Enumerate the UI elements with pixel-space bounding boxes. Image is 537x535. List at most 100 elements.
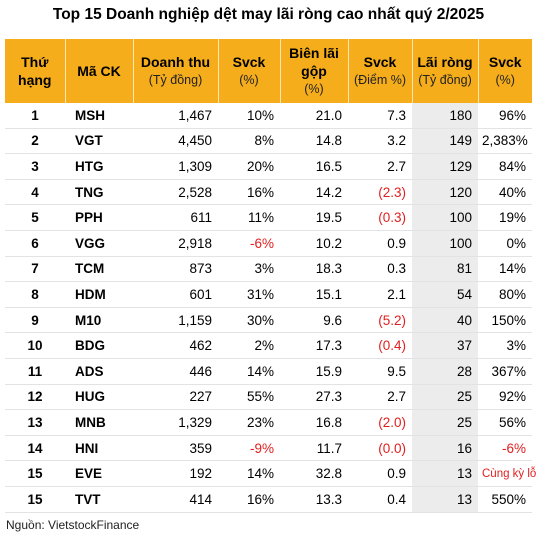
cell-rank: 10: [5, 332, 65, 359]
cell-margin-yoy: (0.3): [348, 204, 412, 231]
header-ticker: Mã CK: [65, 39, 134, 103]
cell-gross-margin: 16.5: [280, 153, 348, 180]
header-margin-yoy: Svck (Điểm %): [348, 39, 413, 103]
cell-profit-yoy: 3%: [478, 332, 532, 359]
cell-margin-yoy: (5.2): [348, 307, 412, 334]
cell-revenue-yoy: 30%: [218, 307, 280, 334]
cell-ticker: HUG: [65, 384, 133, 411]
cell-revenue: 4,450: [133, 128, 218, 155]
table-header-row: Thứ hạng Mã CK Doanh thu (Tỷ đồng) Svck (%)…: [5, 39, 532, 103]
cell-net-profit: 180: [412, 103, 478, 129]
cell-revenue: 359: [133, 435, 218, 462]
cell-net-profit: 28: [412, 358, 478, 385]
cell-ticker: VGT: [65, 128, 133, 155]
header-profit-yoy: Svck (%): [478, 39, 532, 103]
cell-profit-yoy: 14%: [478, 256, 532, 283]
cell-net-profit: 16: [412, 435, 478, 462]
table-row: 3 HTG 1,309 20% 16.5 2.7 129 84%: [5, 153, 532, 180]
cell-margin-yoy: 7.3: [348, 103, 412, 129]
cell-gross-margin: 10.2: [280, 230, 348, 257]
cell-profit-yoy: 92%: [478, 384, 532, 411]
cell-revenue: 2,918: [133, 230, 218, 257]
cell-revenue-yoy: 8%: [218, 128, 280, 155]
cell-rank: 3: [5, 153, 65, 180]
cell-revenue: 2,528: [133, 179, 218, 206]
cell-net-profit: 25: [412, 384, 478, 411]
cell-revenue-yoy: 31%: [218, 281, 280, 308]
cell-rank: 11: [5, 358, 65, 385]
cell-revenue: 1,159: [133, 307, 218, 334]
cell-ticker: TCM: [65, 256, 133, 283]
cell-ticker: TVT: [65, 486, 133, 513]
cell-revenue-yoy: 16%: [218, 179, 280, 206]
cell-rank: 8: [5, 281, 65, 308]
cell-margin-yoy: 0.9: [348, 460, 412, 487]
cell-rank: 4: [5, 179, 65, 206]
cell-revenue: 611: [133, 204, 218, 231]
cell-margin-yoy: 3.2: [348, 128, 412, 155]
cell-gross-margin: 27.3: [280, 384, 348, 411]
cell-rank: 7: [5, 256, 65, 283]
cell-rank: 13: [5, 409, 65, 436]
cell-revenue-yoy: 14%: [218, 460, 280, 487]
cell-revenue: 227: [133, 384, 218, 411]
cell-margin-yoy: (0.4): [348, 332, 412, 359]
cell-ticker: PPH: [65, 204, 133, 231]
header-gross-margin: Biên lãi gộp (%): [280, 39, 349, 103]
cell-revenue: 446: [133, 358, 218, 385]
cell-profit-yoy: 80%: [478, 281, 532, 308]
cell-gross-margin: 19.5: [280, 204, 348, 231]
table-row: 9 M10 1,159 30% 9.6 (5.2) 40 150%: [5, 307, 532, 334]
cell-rank: 2: [5, 128, 65, 155]
cell-profit-yoy: 40%: [478, 179, 532, 206]
cell-margin-yoy: 0.3: [348, 256, 412, 283]
cell-revenue: 192: [133, 460, 218, 487]
cell-profit-yoy: -6%: [478, 435, 532, 462]
cell-revenue-yoy: 3%: [218, 256, 280, 283]
cell-margin-yoy: (2.0): [348, 409, 412, 436]
cell-revenue-yoy: 2%: [218, 332, 280, 359]
header-revenue: Doanh thu (Tỷ đồng): [133, 39, 219, 103]
cell-margin-yoy: (0.0): [348, 435, 412, 462]
table-body: 1 MSH 1,467 10% 21.0 7.3 180 96% 2 VGT 4,450 8% 14.8…: [5, 103, 536, 513]
table-row: 5 PPH 611 11% 19.5 (0.3) 100 19%: [5, 204, 532, 231]
header-net-profit: Lãi ròng (Tỷ đồng): [412, 39, 479, 103]
source-note: Nguồn: VietstockFinance: [6, 518, 140, 532]
cell-revenue-yoy: -9%: [218, 435, 280, 462]
cell-revenue-yoy: 14%: [218, 358, 280, 385]
cell-profit-yoy: 84%: [478, 153, 532, 180]
cell-profit-yoy: 367%: [478, 358, 532, 385]
cell-ticker: HNI: [65, 435, 133, 462]
cell-rank: 12: [5, 384, 65, 411]
cell-margin-yoy: (2.3): [348, 179, 412, 206]
table-row: 8 HDM 601 31% 15.1 2.1 54 80%: [5, 281, 532, 308]
cell-net-profit: 37: [412, 332, 478, 359]
table-row: 2 VGT 4,450 8% 14.8 3.2 149 2,383%: [5, 128, 532, 155]
cell-net-profit: 54: [412, 281, 478, 308]
cell-net-profit: 13: [412, 460, 478, 487]
table-row: 12 HUG 227 55% 27.3 2.7 25 92%: [5, 384, 532, 411]
cell-gross-margin: 17.3: [280, 332, 348, 359]
cell-gross-margin: 9.6: [280, 307, 348, 334]
cell-rank: 6: [5, 230, 65, 257]
cell-gross-margin: 32.8: [280, 460, 348, 487]
table-row: 10 BDG 462 2% 17.3 (0.4) 37 3%: [5, 332, 532, 359]
cell-revenue-yoy: 16%: [218, 486, 280, 513]
cell-net-profit: 40: [412, 307, 478, 334]
cell-revenue: 1,467: [133, 103, 218, 129]
cell-revenue-yoy: 10%: [218, 103, 280, 129]
cell-ticker: BDG: [65, 332, 133, 359]
cell-ticker: TNG: [65, 179, 133, 206]
cell-rank: 9: [5, 307, 65, 334]
cell-margin-yoy: 0.4: [348, 486, 412, 513]
cell-gross-margin: 13.3: [280, 486, 348, 513]
cell-net-profit: 100: [412, 230, 478, 257]
table-row: 1 MSH 1,467 10% 21.0 7.3 180 96%: [5, 103, 532, 129]
cell-net-profit: 13: [412, 486, 478, 513]
cell-revenue: 1,309: [133, 153, 218, 180]
cell-ticker: MNB: [65, 409, 133, 436]
cell-profit-yoy: 56%: [478, 409, 532, 436]
cell-gross-margin: 14.8: [280, 128, 348, 155]
cell-ticker: HTG: [65, 153, 133, 180]
cell-ticker: MSH: [65, 103, 133, 129]
